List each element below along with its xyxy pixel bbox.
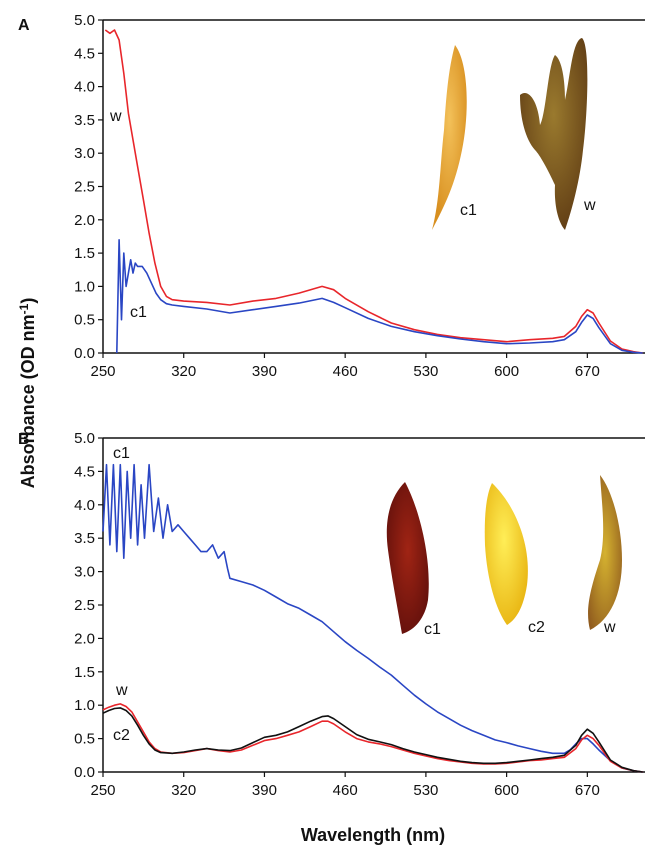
x-tick-label: 460 xyxy=(333,363,358,380)
y-axis-title-main: Absorbance (OD nm xyxy=(18,314,38,488)
series-line-w xyxy=(104,29,643,354)
y-axis-title: Absorbance (OD nm-1) xyxy=(17,298,38,489)
series-label-c2: c2 xyxy=(113,727,130,744)
series-label-w: w xyxy=(115,682,128,699)
y-tick-label: 2.0 xyxy=(74,630,95,647)
x-tick-label: 600 xyxy=(494,363,519,380)
y-tick-label: 3.0 xyxy=(74,145,95,162)
x-tick-label: 530 xyxy=(413,782,438,799)
panel-a: A c1 w 0.0 0.5 1.0 1.5 2.0 2.5 3.0 3.5 4.0 4.5 5.0… xyxy=(18,12,645,380)
panel-b: B c1 c2 w 0.0 0.5 1.0 1.5 2.0 2.5 3.0 3.5 4.0 4.5… xyxy=(18,430,645,799)
y-tick-label: 4.5 xyxy=(74,463,95,480)
photo-label-w: w xyxy=(603,619,616,636)
y-axis-title-close: ) xyxy=(18,298,38,304)
series-line-w xyxy=(102,703,643,773)
series-label-c1: c1 xyxy=(113,445,130,462)
y-tick-label: 2.5 xyxy=(74,597,95,614)
series-line-c1 xyxy=(116,239,643,354)
photo-label-w: w xyxy=(583,197,596,214)
y-tick-label: 1.0 xyxy=(74,697,95,714)
x-tick-label: 250 xyxy=(90,363,115,380)
x-tick-label: 390 xyxy=(252,782,277,799)
y-tick-label: 0.5 xyxy=(74,312,95,329)
leaf-photo-c1 xyxy=(432,45,467,230)
x-tick-label: 530 xyxy=(413,363,438,380)
y-tick-label: 3.5 xyxy=(74,112,95,129)
y-tick-label: 1.0 xyxy=(74,278,95,295)
leaf-photos-b: c1 c2 w xyxy=(386,475,622,638)
x-tick-label: 670 xyxy=(575,782,600,799)
y-tick-label: 4.0 xyxy=(74,79,95,96)
leaf-photo-w xyxy=(588,475,622,630)
x-tick-label: 600 xyxy=(494,782,519,799)
y-tick-label: 0.5 xyxy=(74,731,95,748)
leaf-photo-c1 xyxy=(386,482,429,634)
x-tick-label: 320 xyxy=(171,363,196,380)
series-label-w: w xyxy=(109,108,122,125)
x-tick-label: 670 xyxy=(575,363,600,380)
y-tick-label: 3.0 xyxy=(74,564,95,581)
y-tick-label: 4.0 xyxy=(74,497,95,514)
y-tick-label: 4.5 xyxy=(74,45,95,62)
y-tick-label: 2.5 xyxy=(74,179,95,196)
y-tick-label: 3.5 xyxy=(74,530,95,547)
y-tick-label: 0.0 xyxy=(74,764,95,781)
leaf-photo-c2 xyxy=(484,483,528,625)
x-tick-label: 250 xyxy=(90,782,115,799)
x-axis-title: Wavelength (nm) xyxy=(301,825,445,845)
leaf-photos-a: c1 w xyxy=(432,38,596,230)
leaf-photo-w xyxy=(520,38,588,230)
y-tick-label: 5.0 xyxy=(74,12,95,29)
y-tick-label: 0.0 xyxy=(74,345,95,362)
x-tick-label: 320 xyxy=(171,782,196,799)
x-tick-label: 390 xyxy=(252,363,277,380)
x-tick-label: 460 xyxy=(333,782,358,799)
series-line-c1 xyxy=(102,463,643,773)
photo-label-c1: c1 xyxy=(424,621,441,638)
y-tick-label: 2.0 xyxy=(74,212,95,229)
panel-letter-a: A xyxy=(18,17,30,34)
photo-label-c1: c1 xyxy=(460,202,477,219)
y-tick-label: 1.5 xyxy=(74,245,95,262)
y-tick-label: 1.5 xyxy=(74,664,95,681)
series-line-c2 xyxy=(102,707,643,773)
panel-letter-b: B xyxy=(18,431,30,448)
photo-label-c2: c2 xyxy=(528,619,545,636)
y-axis-title-sup: -1 xyxy=(17,303,31,314)
series-label-c1: c1 xyxy=(130,304,147,321)
y-tick-label: 5.0 xyxy=(74,430,95,447)
